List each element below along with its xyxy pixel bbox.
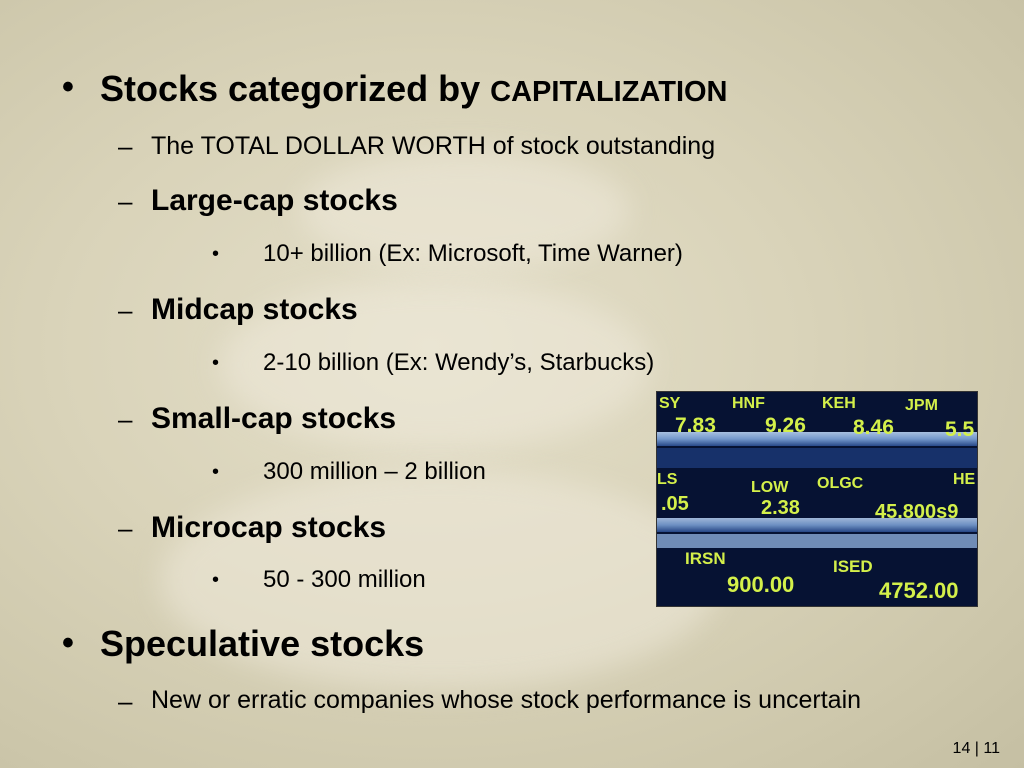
ticker-text: KEH (822, 395, 856, 412)
speculative-detail: New or erratic companies whose stock per… (151, 686, 862, 714)
ticker-text: LOW (751, 479, 789, 496)
speculative-heading: Speculative stocks (100, 623, 425, 664)
bullet-dot: • (62, 68, 74, 106)
definition-text: The TOTAL DOLLAR WORTH of stock outstand… (151, 132, 716, 160)
dash-marker: – (118, 686, 133, 716)
ticker-text: 9.26 (765, 414, 806, 437)
background-stone (220, 280, 650, 450)
ticker-text: HNF (732, 395, 765, 412)
page-number: 14 | 11 (952, 740, 1000, 757)
ticker-text: 5.5 (945, 418, 975, 441)
ticker-text: SY (659, 395, 681, 412)
bullet-capitalization: Stocks categorized by CAPITALIZATION (100, 68, 728, 110)
sub-bullet-dot: • (212, 569, 220, 591)
sub-bullet-dot: • (212, 243, 220, 265)
small-cap-detail: 300 million – 2 billion (263, 458, 486, 485)
sub-bullet-dot: • (212, 352, 220, 374)
midcap-heading: Midcap stocks (151, 293, 358, 326)
dash-marker: – (118, 404, 133, 434)
ticker-text: 2.38 (761, 497, 800, 519)
background-stone (300, 150, 630, 270)
dash-marker: – (118, 513, 133, 543)
ticker-text: 8.46 (853, 416, 894, 439)
ticker-text: HE (953, 471, 976, 488)
small-cap-heading: Small-cap stocks (151, 402, 397, 435)
sub-bullet-dot: • (212, 461, 220, 483)
ticker-text: ISED (833, 557, 873, 576)
midcap-detail: 2-10 billion (Ex: Wendy’s, Starbucks) (263, 349, 655, 376)
ticker-graphic: SY HNF KEH JPM 7.83 9.26 8.46 5.5 LS LOW… (657, 392, 977, 606)
ticker-text: 900.00 (727, 572, 794, 597)
bullet-dot: • (62, 624, 74, 662)
dash-marker: – (118, 131, 133, 161)
background-stone (160, 470, 720, 690)
ticker-text: LS (657, 471, 678, 488)
dash-marker: – (118, 186, 133, 216)
ticker-text: .05 (661, 493, 689, 515)
bullet-label: Stocks categorized by (100, 68, 481, 109)
ticker-text: JPM (905, 397, 938, 414)
ticker-text: 45.800s9 (875, 501, 958, 523)
large-cap-heading: Large-cap stocks (151, 184, 398, 217)
microcap-heading: Microcap stocks (151, 511, 387, 544)
ticker-text: 4752.00 (879, 578, 959, 603)
large-cap-detail: 10+ billion (Ex: Microsoft, Time Warner) (263, 240, 683, 267)
ticker-text: OLGC (817, 475, 864, 492)
microcap-detail: 50 - 300 million (263, 566, 426, 593)
ticker-text: 7.83 (675, 414, 716, 437)
ticker-text: IRSN (685, 549, 726, 568)
dash-marker: – (118, 295, 133, 325)
stock-ticker-image: SY HNF KEH JPM 7.83 9.26 8.46 5.5 LS LOW… (656, 391, 978, 607)
bullet-emphasis: CAPITALIZATION (490, 76, 728, 108)
